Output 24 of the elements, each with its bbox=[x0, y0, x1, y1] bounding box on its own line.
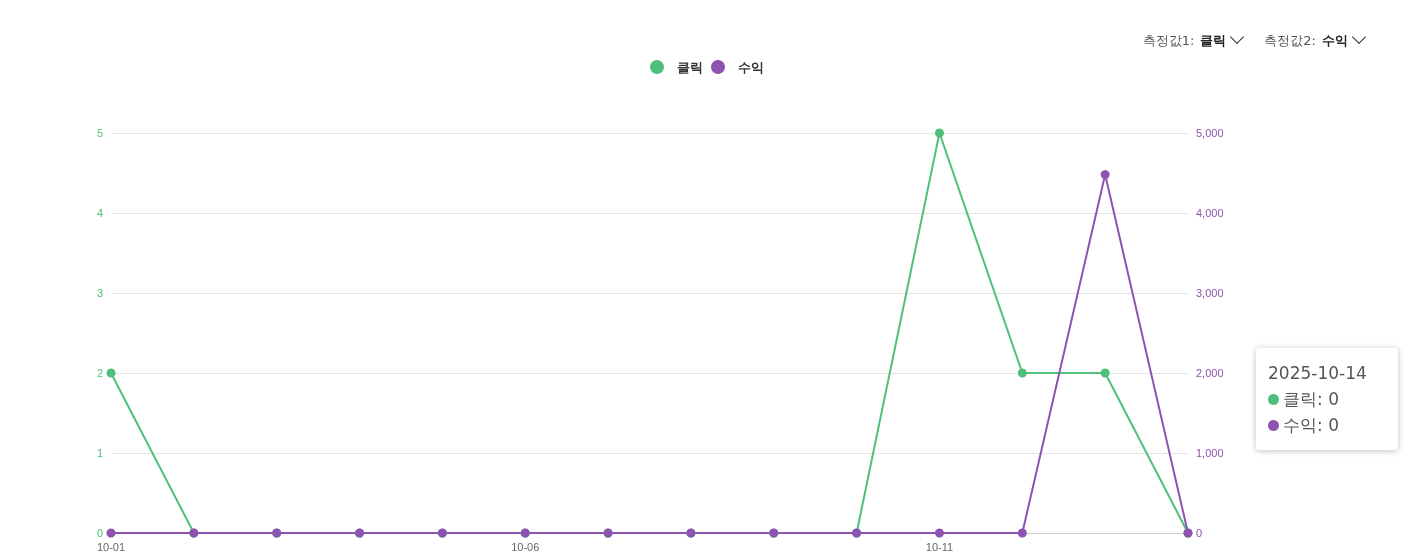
text: 클릭 bbox=[1200, 33, 1227, 48]
legend-label: 클릭 bbox=[677, 59, 703, 75]
text: 측정값2: bbox=[1264, 33, 1316, 48]
x-tick-label: 10-06 bbox=[511, 540, 540, 553]
text: 수익 bbox=[1322, 33, 1348, 48]
y2-tick-label: 4,000 bbox=[1196, 207, 1224, 219]
y2-tick-label: 0 bbox=[1196, 527, 1203, 539]
y-tick-label: 2 bbox=[96, 367, 103, 379]
x-tick-label: 10-01 bbox=[96, 540, 126, 553]
text: 측정값1: bbox=[1142, 33, 1195, 48]
y-tick-label: 0 bbox=[96, 527, 103, 539]
y2-tick-label: 1,000 bbox=[1196, 447, 1224, 459]
legend-label: 수익 bbox=[738, 59, 764, 75]
y-tick-label: 1 bbox=[96, 447, 103, 459]
y2-tick-label: 2,000 bbox=[1196, 367, 1224, 379]
text: 수익: 0 bbox=[1282, 414, 1340, 437]
y-tick-label: 5 bbox=[96, 127, 103, 139]
y-tick-label: 4 bbox=[96, 207, 103, 219]
x-tick-label: 10-11 bbox=[925, 540, 954, 553]
text: 클릭: 0 bbox=[1282, 388, 1340, 411]
y2-tick-label: 3,000 bbox=[1196, 287, 1224, 299]
y2-tick-label: 5,000 bbox=[1196, 127, 1224, 139]
text: 2025-10-14 bbox=[1268, 362, 1368, 385]
y-tick-label: 3 bbox=[96, 287, 103, 299]
